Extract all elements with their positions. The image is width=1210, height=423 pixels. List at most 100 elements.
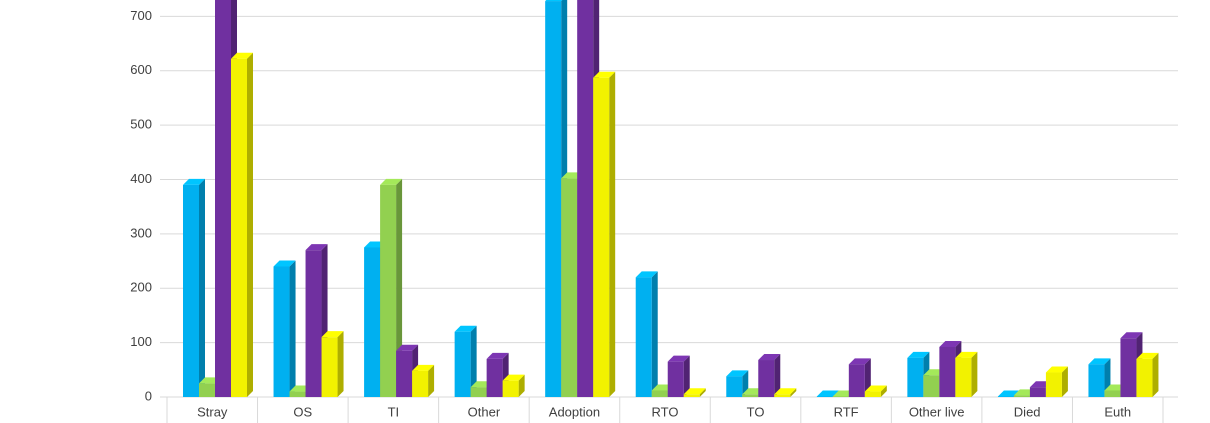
- bar-front: [289, 391, 306, 397]
- bar-top: [273, 260, 296, 267]
- y-tick-label: 100: [130, 334, 152, 349]
- bar-front: [939, 346, 956, 397]
- bar: [273, 260, 296, 397]
- bar-front: [864, 391, 881, 397]
- bar-top: [667, 355, 690, 362]
- bar-front: [454, 331, 471, 397]
- bar-side: [199, 178, 205, 397]
- bar-top: [593, 71, 616, 78]
- bar-front: [380, 184, 397, 397]
- bar-top: [816, 390, 839, 397]
- bar-side: [247, 52, 253, 397]
- bar-front: [231, 58, 247, 397]
- bar: [683, 388, 706, 397]
- bar: [502, 374, 525, 397]
- bar-top: [412, 364, 435, 371]
- x-tick-label: Died: [1014, 404, 1041, 419]
- bar-side: [1061, 366, 1068, 397]
- bar-front: [577, 0, 594, 397]
- bar-front: [1045, 372, 1062, 397]
- bar-front: [1029, 387, 1046, 397]
- bar-top: [231, 52, 253, 59]
- bar-front: [907, 357, 924, 397]
- bar-front: [683, 394, 700, 397]
- bar-top: [1136, 352, 1159, 359]
- bar-side: [790, 388, 797, 397]
- y-tick-label: 200: [130, 280, 152, 295]
- bar-side: [699, 388, 706, 397]
- bar-front: [183, 184, 199, 397]
- bar-top: [305, 244, 328, 251]
- bar-side: [609, 71, 616, 397]
- bar-front: [1013, 395, 1030, 397]
- bar-front: [305, 250, 322, 397]
- bar-front: [774, 394, 791, 397]
- bar-top: [864, 385, 887, 392]
- bar-top: [758, 354, 781, 361]
- bar-front: [412, 370, 429, 397]
- bar-front: [726, 376, 743, 397]
- bar-front: [199, 383, 215, 397]
- bar-side: [774, 354, 781, 397]
- bar-side: [651, 271, 658, 397]
- y-tick-label: 600: [130, 62, 152, 77]
- bar-top: [380, 178, 403, 185]
- bar-front: [955, 357, 972, 397]
- bar-side: [337, 331, 344, 397]
- bar: [231, 52, 253, 397]
- bar-side: [428, 364, 435, 397]
- bar-front: [997, 396, 1014, 397]
- x-tick-label: Euth: [1104, 404, 1131, 419]
- bar-side: [1152, 352, 1159, 397]
- grid: 0 100 200 300 400 500 600 700 Stray OS TI Other Adop…: [130, 8, 1178, 423]
- bar-front: [923, 375, 940, 397]
- bar-top: [1120, 332, 1143, 339]
- bar-top: [848, 358, 871, 365]
- bar-side: [971, 351, 978, 397]
- bar-front: [667, 361, 684, 397]
- bar: [486, 352, 509, 397]
- bar: [864, 385, 887, 397]
- bar: [667, 355, 690, 397]
- bar-front: [273, 266, 290, 397]
- bar-top: [486, 352, 509, 359]
- bar-top: [955, 351, 978, 358]
- bar: [412, 364, 435, 397]
- x-tick-label: Other live: [909, 404, 965, 419]
- bar-side: [518, 374, 525, 397]
- bar-front: [321, 337, 338, 397]
- x-tick-label: OS: [293, 404, 312, 419]
- bar-front: [364, 247, 381, 397]
- y-tick-label: 0: [145, 388, 152, 403]
- bar-front: [1104, 390, 1121, 397]
- bar-front: [832, 396, 849, 397]
- bar-front: [1120, 338, 1137, 397]
- bar-top: [502, 374, 525, 381]
- y-tick-label: 700: [130, 8, 152, 23]
- y-tick-label: 400: [130, 171, 152, 186]
- bar: [1045, 366, 1068, 397]
- bar: [183, 178, 205, 397]
- bar-top: [907, 351, 930, 358]
- bar-top: [635, 271, 658, 278]
- bar-top: [1088, 358, 1111, 365]
- bar: [593, 71, 616, 397]
- bar: [454, 325, 477, 397]
- bar: [774, 388, 797, 397]
- bar-top: [321, 331, 344, 338]
- bar: [726, 370, 749, 397]
- bar-front: [848, 364, 865, 397]
- bar: [380, 178, 403, 397]
- bar-front: [635, 277, 652, 397]
- bar-side: [289, 260, 296, 397]
- bar-front: [1088, 364, 1105, 397]
- bar-front: [561, 178, 578, 397]
- bar-front: [470, 387, 487, 397]
- bar-front: [593, 77, 610, 397]
- bar-front: [742, 394, 759, 397]
- bar-top: [183, 178, 205, 185]
- bar: [635, 271, 658, 397]
- bar-front: [396, 350, 413, 397]
